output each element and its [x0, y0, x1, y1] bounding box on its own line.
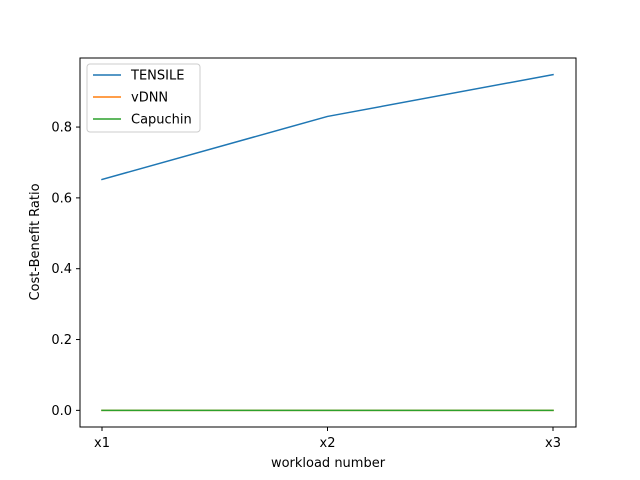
legend-items: TENSILE vDNN Capuchin	[93, 69, 192, 128]
series-layer	[101, 73, 554, 412]
y-tick-label: 0.2	[51, 333, 72, 348]
plot-frame	[79, 57, 577, 428]
y-tick-label: 0.6	[51, 191, 72, 206]
legend-frame	[86, 63, 201, 133]
y-tick-label: 0.8	[51, 121, 72, 136]
x-tick-label: x3	[545, 436, 561, 451]
x-axis-ticks: x1 x2 x3	[94, 427, 561, 451]
y-tick-label: 0.0	[51, 404, 72, 419]
y-axis-ticks: 0.0 0.2 0.4 0.6 0.8	[51, 121, 80, 419]
y-tick-label: 0.4	[51, 262, 72, 277]
x-axis-label: workload number	[271, 456, 386, 471]
legend-label-tensile: TENSILE	[130, 69, 184, 84]
x-tick-label: x1	[94, 436, 110, 451]
y-axis-label: Cost-Benefit Ratio	[28, 183, 43, 300]
series-line-tensile	[101, 73, 554, 181]
legend-label-capuchin: Capuchin	[131, 113, 192, 128]
x-tick-label: x2	[320, 436, 336, 451]
legend-label-vdnn: vDNN	[131, 91, 168, 106]
legend: TENSILE vDNN Capuchin	[86, 63, 201, 133]
